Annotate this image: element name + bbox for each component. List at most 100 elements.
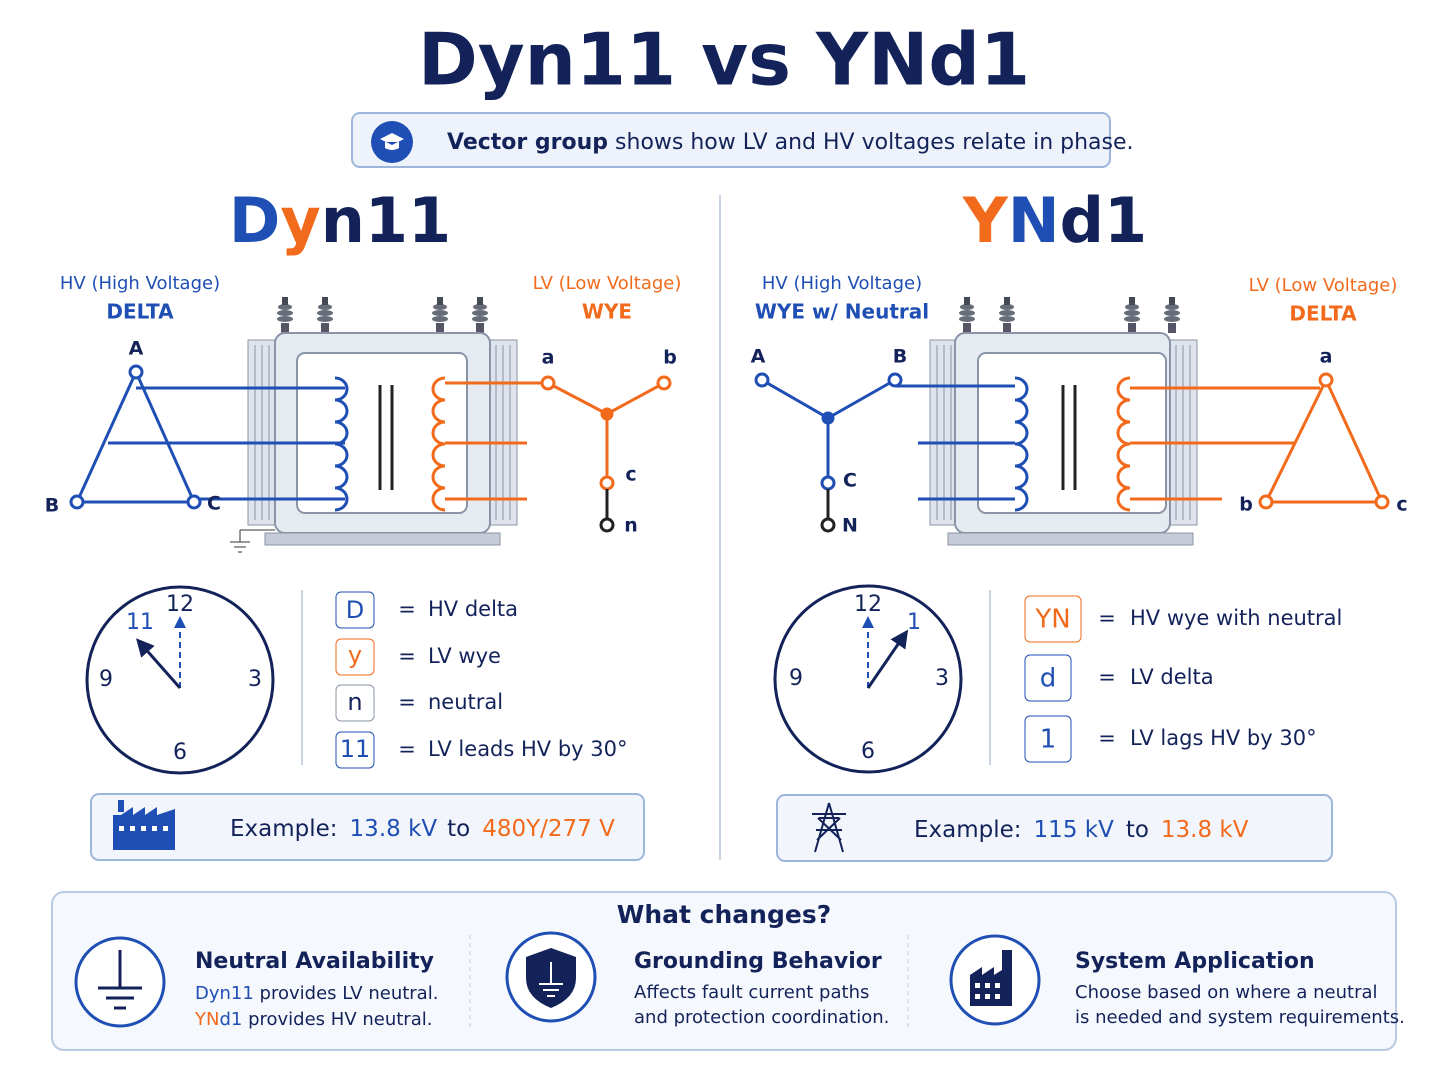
panel-heading-label: D: [229, 184, 280, 257]
clock-label: 9: [99, 667, 113, 692]
example-shape-shape: [163, 826, 168, 831]
terminal-labels-label: N: [842, 515, 858, 537]
example-shape-label: 13.8 kV: [1161, 817, 1249, 843]
footer-shape-shape: [975, 994, 980, 999]
hv-delta-shape: [69, 494, 85, 510]
clock: 12 3 6 9 1: [773, 584, 963, 774]
lv-wye-shape: [445, 381, 548, 501]
example-shape-shape: [119, 826, 124, 831]
hv-label: HV (High Voltage): [762, 273, 922, 294]
panel-heading-label: n11: [321, 184, 451, 257]
hv-delta-shape: [74, 368, 197, 504]
clock-label: 12: [854, 592, 882, 617]
banner: Vector group shows how LV and HV voltage…: [351, 112, 1134, 168]
footer: What changes? Neutral Availability Dyn11…: [51, 891, 1405, 1051]
terminal-labels-label: A: [751, 346, 766, 368]
clock-label: 6: [173, 740, 187, 765]
legend-label: neutral: [428, 690, 503, 714]
lv-wye-shape: [656, 375, 672, 391]
example-shape-label: 480Y/277 V: [482, 816, 615, 842]
transformer-shape: [230, 529, 275, 553]
example-shape-shape: [152, 826, 157, 831]
clock-label: 11: [126, 610, 154, 635]
footer-label: and protection coordination.: [634, 1007, 889, 1028]
hv-wye-shape: [895, 384, 1015, 501]
lv-label: LV (Low Voltage): [533, 273, 682, 294]
terminal-labels: A B C N a b c: [751, 346, 1408, 537]
terminal-labels-label: B: [893, 346, 907, 368]
legend-shape: [1024, 654, 1072, 702]
lv-delta-shape: [1258, 494, 1274, 510]
lv-delta-shape: [1318, 372, 1334, 388]
footer-shape: [970, 950, 1012, 1006]
legend-label: 1: [1040, 725, 1057, 755]
example-shape: [113, 800, 175, 850]
hv-type: DELTA: [106, 300, 174, 324]
footer-label: Choose based on where a neutral: [1075, 982, 1378, 1003]
transformer-shape-shape: [247, 339, 279, 526]
footer-title: What changes?: [617, 900, 831, 929]
legend-label: LV lags HV by 30°: [1130, 726, 1317, 750]
terminal-labels-label: c: [625, 464, 636, 486]
banner-shape: [351, 112, 1111, 168]
example-shape-label: Example:: [230, 816, 338, 842]
transformer-shape: [247, 339, 518, 526]
lv-type: DELTA: [1289, 302, 1357, 326]
footer-shape-label: YN: [194, 1009, 219, 1030]
legend-label: =: [398, 737, 416, 761]
hv-delta-shape: [128, 364, 144, 380]
clock: 12 3 6 9 11: [85, 585, 275, 775]
lv-wye-shape: [600, 407, 614, 421]
transformer-shape-shape: [486, 339, 518, 526]
footer-shape: [975, 983, 1000, 999]
banner-text: Vector group shows how LV and HV voltage…: [447, 130, 1134, 155]
panel-ynd1: YNd1 HV (High Voltage) WYE w/ Neutral LV…: [751, 184, 1408, 862]
lv-wye-shape: [599, 475, 615, 491]
footer-shape-label: Dyn11: [195, 983, 254, 1004]
example-shape-label: 13.8 kV: [350, 816, 438, 842]
transformer: [929, 297, 1198, 546]
clock-label: 3: [248, 667, 262, 692]
legend: D = HV delta y = LV wye n = neutral 11 =…: [335, 591, 628, 769]
footer-shape-shape: [985, 994, 990, 999]
legend-label: =: [398, 644, 416, 668]
hv-wye-shape: [887, 372, 903, 388]
clock-label: 12: [166, 592, 194, 617]
example-shape-label: to: [1126, 817, 1149, 843]
panel-heading: YNd1: [962, 184, 1147, 257]
legend-label: LV wye: [428, 644, 501, 668]
footer-label: Affects fault current paths: [634, 982, 869, 1003]
footer-shape: Dyn11 provides LV neutral.: [195, 983, 438, 1004]
example-shape: [776, 794, 1333, 862]
legend-label: =: [1098, 665, 1116, 689]
terminal-labels-label: B: [45, 495, 59, 517]
panel-heading-label: d1: [1060, 184, 1148, 257]
footer-shape-shape: [985, 983, 990, 988]
hv-label: HV (High Voltage): [60, 273, 220, 294]
legend-label: =: [1098, 606, 1116, 630]
example-shape: Example: 115 kV to 13.8 kV: [914, 817, 1249, 843]
legend-label: LV leads HV by 30°: [428, 737, 628, 761]
item-title: Grounding Behavior: [634, 949, 882, 974]
lv-delta-shape: [1374, 494, 1390, 510]
hv-type: WYE w/ Neutral: [755, 300, 929, 324]
hv-delta: [69, 364, 345, 510]
example-shape: [90, 793, 645, 861]
legend-label: D: [346, 596, 364, 624]
lv-wye-shape: [599, 517, 615, 533]
terminal-labels-label: C: [843, 470, 857, 492]
legend-label: =: [1098, 726, 1116, 750]
terminal-labels-label: c: [1396, 494, 1407, 516]
clock-shape: [866, 629, 909, 689]
example-shape: [812, 802, 846, 853]
lv-delta: [1130, 372, 1390, 510]
transformer-shape: [929, 339, 1198, 526]
clock-label: 3: [935, 666, 949, 691]
footer-shape-label: provides LV neutral.: [254, 983, 439, 1004]
footer-shape-label: provides HV neutral.: [242, 1009, 432, 1030]
clock-label: 9: [789, 666, 803, 691]
footer-shape: [98, 950, 142, 1010]
example-shape: [119, 826, 168, 831]
example-shape-label: 115 kV: [1034, 817, 1115, 843]
